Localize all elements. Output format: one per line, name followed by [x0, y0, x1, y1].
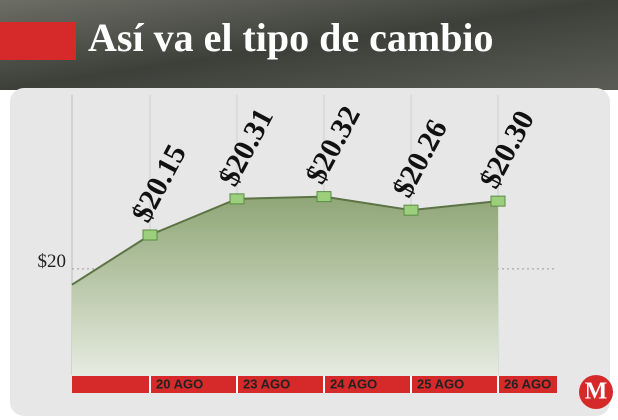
header-background — [0, 0, 618, 90]
logo-circle — [579, 375, 613, 409]
logo: M — [585, 379, 608, 405]
y-tick-label: $20 — [38, 251, 67, 272]
line — [71, 195, 499, 286]
x-tick-label: 26 AGO — [504, 376, 551, 391]
money-marker — [316, 191, 332, 203]
money-marker — [142, 229, 158, 241]
area — [72, 196, 498, 375]
x-tick-label: 24 AGO — [330, 376, 377, 391]
money-marker — [490, 195, 506, 207]
money-marker — [403, 204, 419, 216]
chart-title: Así va el tipo de cambio — [88, 15, 494, 60]
x-tick-label: 20 AGO — [156, 376, 203, 391]
x-tick-label: 23 AGO — [243, 376, 290, 391]
money-marker — [229, 193, 245, 205]
x-tick-label: 25 AGO — [417, 376, 464, 391]
title-accent — [0, 22, 76, 60]
x-axis-band — [72, 376, 557, 393]
